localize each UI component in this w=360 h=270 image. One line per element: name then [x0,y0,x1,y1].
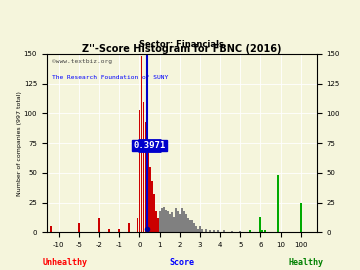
Bar [193,223,195,232]
Bar [239,231,241,232]
Bar [98,218,100,232]
Bar [189,220,191,232]
Text: ©www.textbiz.org: ©www.textbiz.org [52,59,112,64]
Title: Z''-Score Histogram for FBNC (2016): Z''-Score Histogram for FBNC (2016) [82,44,282,54]
Bar [185,214,187,232]
Bar [143,102,144,232]
Bar [169,214,171,232]
Bar [231,231,233,232]
Bar [155,211,157,232]
Bar [167,211,168,232]
Bar [201,229,203,232]
Bar [265,230,266,232]
Bar [140,56,143,232]
Text: Sector: Financials: Sector: Financials [139,40,224,49]
Bar [209,230,211,232]
Text: 0.3971: 0.3971 [133,141,166,150]
Bar [260,217,261,232]
Bar [195,226,197,232]
Bar [50,226,52,232]
Bar [149,167,150,232]
Bar [161,208,163,232]
Bar [118,229,120,232]
Bar [187,218,189,232]
Bar [108,229,110,232]
Text: Score: Score [169,258,194,267]
Bar [139,110,140,232]
Bar [213,230,215,232]
Y-axis label: Number of companies (997 total): Number of companies (997 total) [17,91,22,195]
Bar [277,175,279,232]
Bar [223,230,225,232]
Bar [159,211,161,232]
Bar [145,122,147,232]
Bar [147,151,149,232]
Bar [150,181,153,232]
Bar [217,230,219,232]
Bar [205,229,207,232]
Bar [173,217,175,232]
Bar [197,229,199,232]
Bar [181,208,183,232]
Bar [191,220,193,232]
Bar [179,214,181,232]
Bar [199,226,201,232]
Bar [136,218,139,232]
Bar [171,212,173,232]
Text: Unhealthy: Unhealthy [42,258,87,267]
Bar [163,207,165,232]
Bar [249,230,251,232]
Bar [157,218,158,232]
Text: The Research Foundation of SUNY: The Research Foundation of SUNY [52,75,168,80]
Bar [300,202,302,232]
Bar [78,223,80,232]
Bar [177,211,179,232]
Bar [153,194,154,232]
Bar [183,211,185,232]
Bar [129,223,130,232]
Bar [261,230,263,232]
Bar [175,208,177,232]
Text: Healthy: Healthy [288,258,324,267]
Bar [165,210,167,232]
